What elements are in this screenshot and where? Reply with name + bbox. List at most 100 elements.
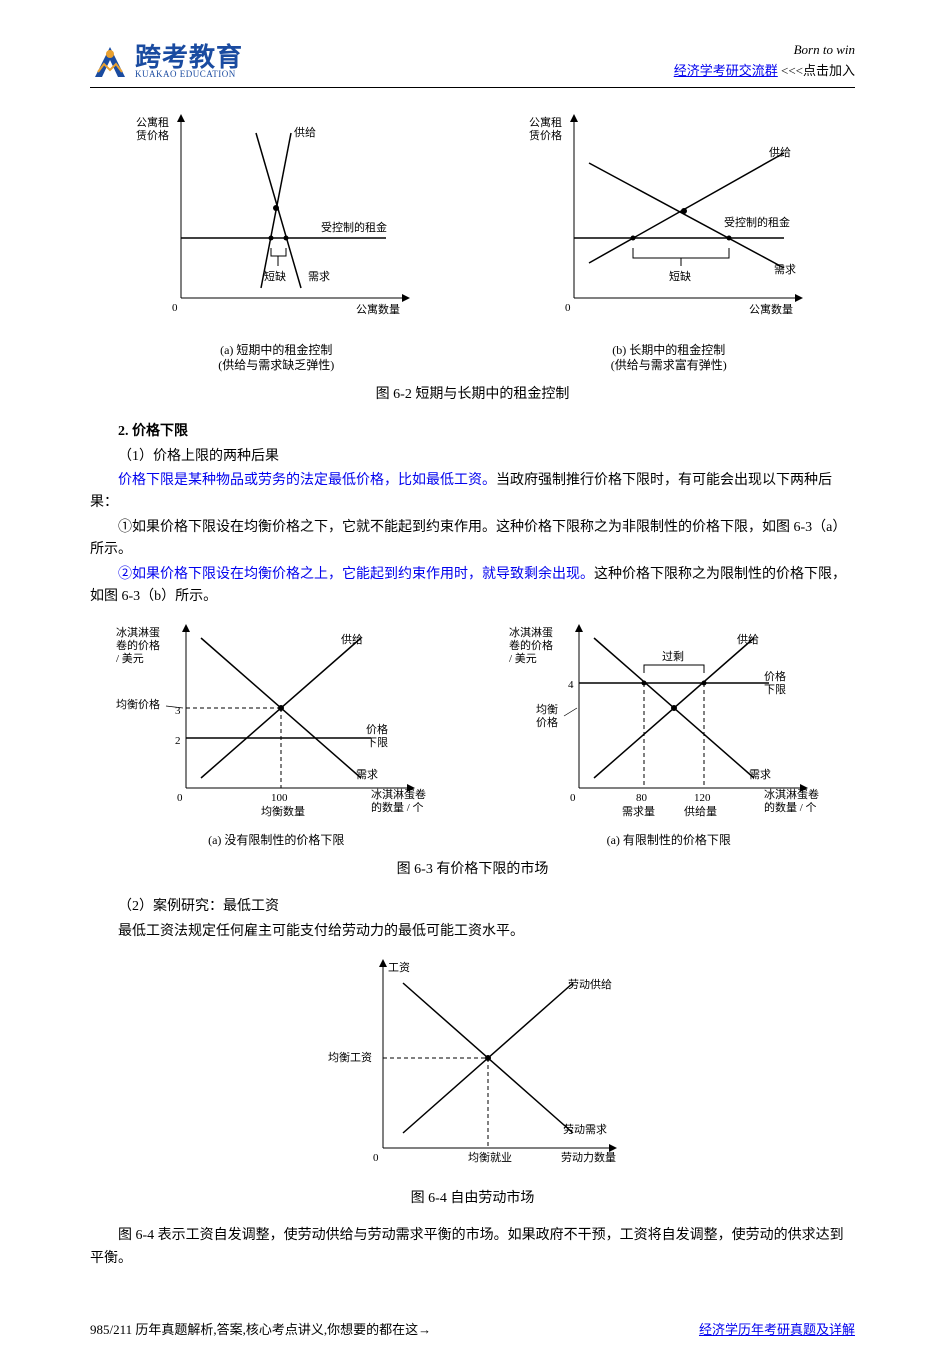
fig62b-caption: (b) 长期中的租金控制 (供给与需求富有弹性): [611, 343, 727, 374]
section-head-2: 2. 价格下限: [90, 421, 855, 443]
fig63a-sub: (a) 没有限制性的价格下限: [208, 833, 344, 849]
svg-text:需求: 需求: [356, 768, 378, 781]
svg-text:劳动需求: 劳动需求: [563, 1123, 607, 1136]
svg-text:需求量: 需求量: [622, 805, 655, 818]
svg-text:冰淇淋蛋卷: 冰淇淋蛋卷: [764, 787, 819, 801]
svg-text:卷的价格: 卷的价格: [509, 638, 553, 652]
figure-6-3b: 冰淇淋蛋 卷的价格 / 美元 4 过剩 供给 价格 下限 均衡 价格 需求 0 …: [483, 618, 856, 849]
svg-text:价格: 价格: [366, 722, 388, 736]
svg-text:供给: 供给: [341, 632, 363, 646]
figure-6-4-row: 工资 均衡工资 劳动供给 劳动需求 劳动力数量 0 均衡就业: [90, 953, 855, 1183]
svg-text:0: 0: [373, 1152, 379, 1164]
page-header: 跨考教育 KUAKAO EDUCATION Born to win 经济学考研交…: [90, 40, 855, 88]
svg-text:均衡工资: 均衡工资: [328, 1051, 372, 1064]
shortage-label: 短缺: [264, 269, 286, 283]
demand-label: 需求: [774, 263, 796, 276]
logo-box: 跨考教育 KUAKAO EDUCATION: [90, 42, 243, 82]
logo-en: KUAKAO EDUCATION: [135, 70, 243, 79]
para5: （2）案例研究：最低工资: [90, 896, 855, 918]
figure-6-3a: 冰淇淋蛋 卷的价格 / 美元 均衡价格 3 2 供给 价格 下限 需求 0 10…: [90, 618, 463, 849]
para2: 价格下限是某种物品或劳务的法定最低价格，比如最低工资。当政府强制推行价格下限时，…: [90, 470, 855, 515]
svg-text:劳动供给: 劳动供给: [568, 977, 612, 991]
svg-text:需求: 需求: [749, 768, 771, 781]
supply-label: 供给: [294, 125, 316, 139]
svg-text:过剩: 过剩: [662, 650, 684, 663]
para4: ②如果价格下限设在均衡价格之上，它能起到约束作用时，就导致剩余出现。这种价格下限…: [90, 564, 855, 609]
svg-text:价格: 价格: [764, 669, 786, 683]
fig62b-sub2: (供给与需求富有弹性): [611, 358, 727, 372]
para1: （1）价格上限的两种后果: [90, 446, 855, 468]
tagline: Born to win: [674, 40, 855, 61]
svg-text:均衡就业: 均衡就业: [468, 1150, 512, 1164]
svg-text:均衡数量: 均衡数量: [261, 805, 305, 818]
svg-text:80: 80: [636, 792, 648, 804]
svg-text:4: 4: [568, 679, 574, 691]
footer-left: 985/211 历年真题解析,答案,核心考点讲义,你想要的都在这→: [90, 1320, 431, 1341]
svg-text:工资: 工资: [388, 961, 410, 974]
svg-text:0: 0: [570, 792, 576, 804]
svg-text:冰淇淋蛋卷: 冰淇淋蛋卷: [371, 787, 426, 801]
fig63b-sub: (a) 有限制性的价格下限: [607, 833, 731, 849]
ylabel2: 赁价格: [529, 128, 562, 142]
figure-6-2b: 公寓租 赁价格 供给 受控制的租金 需求 短缺 0 公寓数量 (b) 长期中的租…: [483, 108, 856, 374]
svg-text:冰淇淋蛋: 冰淇淋蛋: [509, 626, 553, 639]
svg-text:下限: 下限: [764, 683, 786, 696]
controlled-label: 受控制的租金: [724, 215, 790, 229]
fig62a-sub2: (供给与需求缺乏弹性): [218, 358, 334, 372]
figure-6-2-caption: 图 6-2 短期与长期中的租金控制: [90, 384, 855, 406]
svg-text:下限: 下限: [366, 736, 388, 749]
main-content: 公寓租 赁价格 供给 受控制的租金 需求 短缺 0 公寓数量 (a) 短期中的租…: [90, 108, 855, 1271]
svg-text:卷的价格: 卷的价格: [116, 638, 160, 652]
para3: ①如果价格下限设在均衡价格之下，它就不能起到约束作用。这种价格下限称之为非限制性…: [90, 517, 855, 562]
ylabel1: 公寓租: [529, 115, 562, 129]
para7: 图 6-4 表示工资自发调整，使劳动供给与劳动需求平衡的市场。如果政府不干预，工…: [90, 1225, 855, 1270]
logo-cn: 跨考教育: [135, 44, 243, 70]
figure-6-4: 工资 均衡工资 劳动供给 劳动需求 劳动力数量 0 均衡就业: [303, 953, 643, 1183]
link-suffix: <<<点击加入: [778, 63, 855, 78]
header-right: Born to win 经济学考研交流群 <<<点击加入: [674, 40, 855, 82]
svg-text:0: 0: [177, 792, 183, 804]
para4a: ②如果价格下限设在均衡价格之上，它能起到约束作用时，就导致剩余出现。: [118, 567, 594, 582]
svg-text:/ 美元: / 美元: [509, 652, 537, 665]
supply-label: 供给: [769, 145, 791, 159]
figure-6-2a: 公寓租 赁价格 供给 受控制的租金 需求 短缺 0 公寓数量 (a) 短期中的租…: [90, 108, 463, 374]
svg-text:供给: 供给: [737, 632, 759, 646]
figure-6-4-caption: 图 6-4 自由劳动市场: [90, 1188, 855, 1210]
svg-text:的数量 / 个: 的数量 / 个: [764, 800, 817, 814]
svg-text:/ 美元: / 美元: [116, 652, 144, 665]
page-footer: 985/211 历年真题解析,答案,核心考点讲义,你想要的都在这→ 经济学历年考…: [90, 1310, 855, 1341]
controlled-label: 受控制的租金: [321, 220, 387, 234]
fig62a-caption: (a) 短期中的租金控制 (供给与需求缺乏弹性): [218, 343, 334, 374]
shortage-label: 短缺: [669, 269, 691, 283]
para2a: 价格下限是某种物品或劳务的法定最低价格，比如最低工资。: [118, 473, 496, 488]
svg-text:均衡价格: 均衡价格: [116, 697, 160, 711]
svg-text:价格: 价格: [536, 715, 558, 729]
fig62b-sub1: (b) 长期中的租金控制: [612, 343, 725, 357]
svg-text:120: 120: [694, 792, 711, 804]
logo-text: 跨考教育 KUAKAO EDUCATION: [135, 44, 243, 79]
svg-text:劳动力数量: 劳动力数量: [561, 1151, 616, 1164]
demand-label: 需求: [308, 270, 330, 283]
svg-text:3: 3: [175, 705, 181, 717]
origin: 0: [565, 302, 571, 314]
xlabel: 公寓数量: [356, 302, 400, 316]
svg-text:2: 2: [175, 735, 181, 747]
figure-6-2-row: 公寓租 赁价格 供给 受控制的租金 需求 短缺 0 公寓数量 (a) 短期中的租…: [90, 108, 855, 374]
exchange-group-link[interactable]: 经济学考研交流群: [674, 63, 778, 78]
svg-text:冰淇淋蛋: 冰淇淋蛋: [116, 626, 160, 639]
svg-text:100: 100: [271, 792, 288, 804]
svg-text:的数量 / 个: 的数量 / 个: [371, 800, 424, 814]
ylabel2: 赁价格: [136, 128, 169, 142]
svg-text:均衡: 均衡: [536, 703, 558, 716]
header-link-line: 经济学考研交流群 <<<点击加入: [674, 61, 855, 82]
figure-6-3-row: 冰淇淋蛋 卷的价格 / 美元 均衡价格 3 2 供给 价格 下限 需求 0 10…: [90, 618, 855, 849]
footer-link[interactable]: 经济学历年考研真题及详解: [699, 1320, 855, 1341]
ylabel1: 公寓租: [136, 115, 169, 129]
origin: 0: [172, 302, 178, 314]
figure-6-3-caption: 图 6-3 有价格下限的市场: [90, 859, 855, 881]
fig62a-sub1: (a) 短期中的租金控制: [220, 343, 332, 357]
svg-text:供给量: 供给量: [684, 804, 717, 818]
para6: 最低工资法规定任何雇主可能支付给劳动力的最低可能工资水平。: [90, 921, 855, 943]
logo-icon: [90, 42, 130, 82]
xlabel: 公寓数量: [749, 302, 793, 316]
